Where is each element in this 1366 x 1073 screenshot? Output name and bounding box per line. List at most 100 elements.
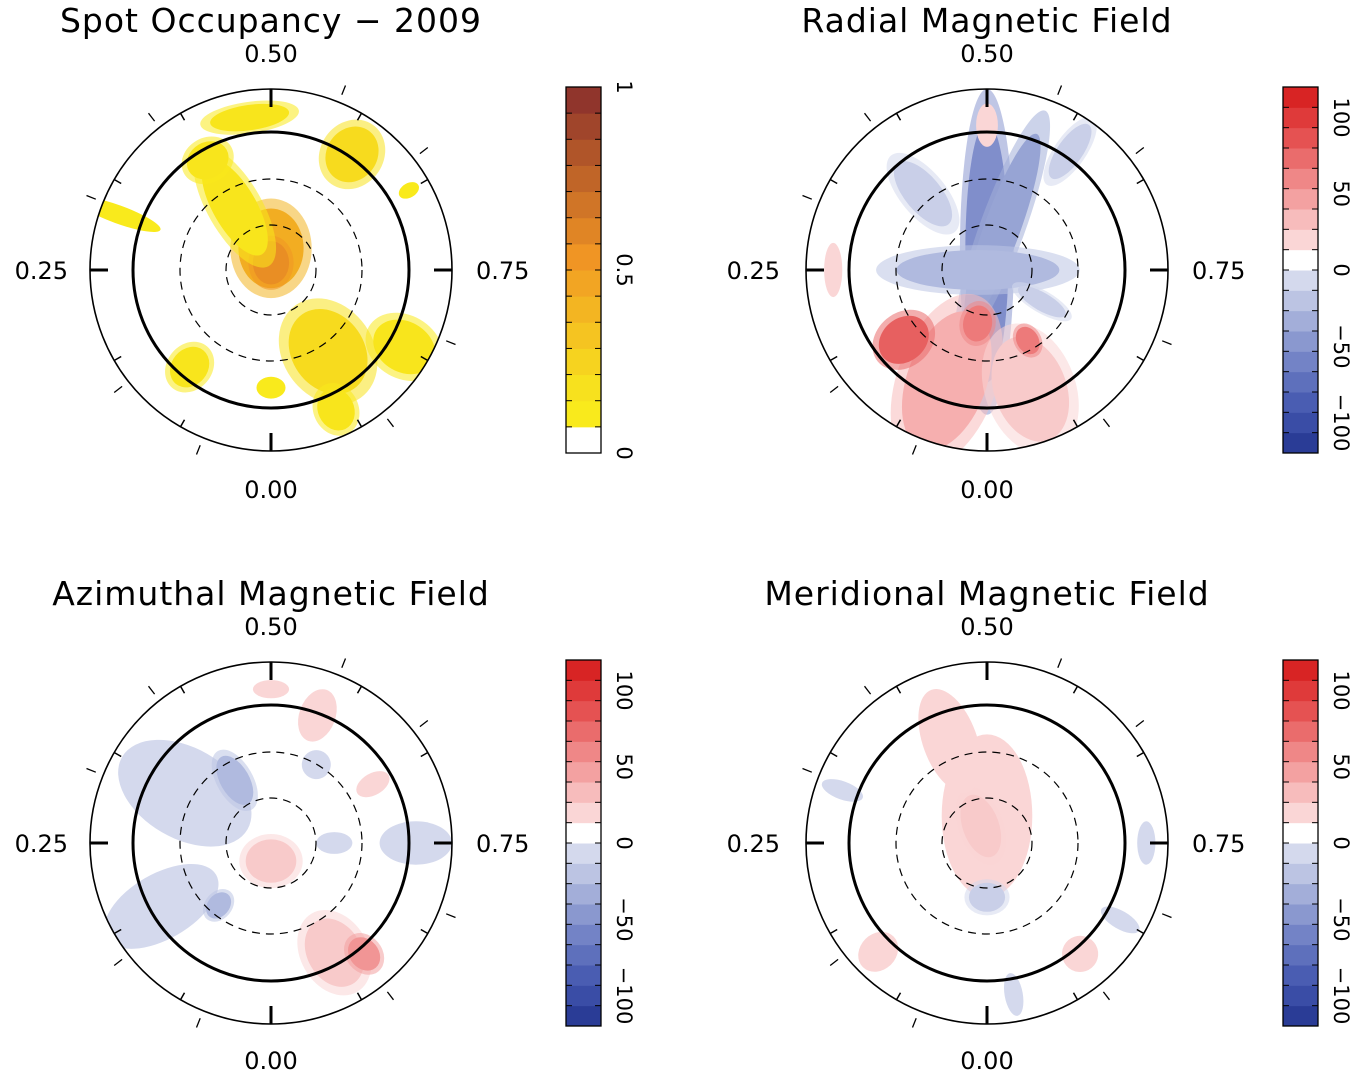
occupancy-blob: [379, 821, 452, 865]
phase-tick-inner: [356, 112, 363, 121]
occupancy-blob: [398, 182, 420, 199]
phase-tick-inner: [420, 355, 429, 362]
colorbar-swatch: [566, 217, 601, 245]
colorbar-swatch: [566, 965, 601, 986]
occupancy-blob-halo: [1043, 116, 1097, 186]
observation-phase-tick: [113, 958, 123, 967]
polar-map: [802, 85, 1172, 455]
phase-tick-inner: [356, 992, 363, 1001]
colorbar-swatch: [1283, 741, 1318, 763]
colorbar-swatch: [1283, 761, 1318, 783]
phase-label-left: 0.25: [15, 830, 68, 858]
phase-label-bottom: 0.00: [244, 1047, 297, 1073]
colorbar-swatch: [566, 985, 601, 1007]
latitude-circle-30: [895, 751, 1079, 935]
observation-phase-tick: [445, 913, 456, 919]
equator-circle: [131, 130, 411, 410]
colorbar-swatch: [1283, 965, 1318, 986]
occupancy-blob: [256, 376, 286, 399]
occupancy-blob-halo: [1012, 323, 1043, 358]
occupancy-blob: [821, 779, 864, 802]
colorbar-swatch: [1283, 1005, 1318, 1027]
colorbar-swatch: [1283, 229, 1318, 251]
occupancy-blob-halo: [181, 136, 234, 185]
colorbar-tick-label: −100: [1329, 967, 1353, 1025]
colorbar: −100 −50 0 50 100: [1282, 659, 1353, 1027]
observation-phase-tick: [1057, 658, 1063, 669]
occupancy-blob-halo: [239, 834, 303, 889]
occupancy-blob-halo: [318, 119, 386, 190]
colorbar-swatch: [566, 270, 601, 297]
colorbar-swatch: [1283, 87, 1318, 108]
colorbar-swatch: [1283, 209, 1318, 230]
observation-phase-tick: [1057, 85, 1063, 96]
colorbar-tick-label: 0: [612, 836, 636, 849]
observation-phase-tick: [419, 146, 429, 155]
panel-meridional-field: Meridional Magnetic Field 0.50 0.25 0.75…: [727, 574, 1353, 1073]
colorbar-swatch: [1283, 270, 1318, 291]
phase-tick-inner: [895, 112, 902, 121]
colorbar-tick-label: −50: [1329, 324, 1353, 368]
colorbar-swatch: [566, 802, 601, 824]
phase-label-top: 0.50: [244, 40, 297, 68]
observation-phase-tick: [147, 685, 156, 695]
phase-tick-inner: [1072, 685, 1079, 694]
phase-tick-inner: [179, 112, 186, 121]
map-content: [90, 100, 443, 436]
occupancy-blob-halo: [202, 889, 235, 922]
colorbar-swatch: [1283, 249, 1318, 271]
polar-map: [86, 85, 456, 455]
observation-phase-tick: [1161, 340, 1172, 346]
colorbar-tick-label: −100: [1329, 394, 1353, 452]
colorbar-tick-label: −50: [612, 897, 636, 941]
colorbar-swatch: [1283, 822, 1318, 844]
colorbar-swatch: [566, 400, 601, 428]
colorbar-swatch: [566, 924, 601, 946]
observation-phase-tick: [802, 767, 813, 773]
phase-tick-inner: [1072, 992, 1079, 1001]
colorbar-swatch: [1283, 680, 1318, 702]
occupancy-blob-halo: [955, 786, 1007, 866]
occupancy-blob-halo: [959, 301, 996, 346]
colorbar: −100 −50 0 50 100: [565, 659, 636, 1027]
phase-tick-inner: [829, 178, 838, 185]
phase-label-bottom: 0.00: [960, 1047, 1013, 1073]
polar-map: [86, 658, 456, 1028]
phase-label-right: 0.75: [476, 257, 529, 285]
colorbar-swatch: [1283, 351, 1318, 373]
colorbar-swatch: [1283, 392, 1318, 413]
observation-phase-tick: [863, 112, 872, 122]
colorbar-tick-label: 100: [1329, 670, 1353, 710]
phase-label-left: 0.25: [727, 830, 780, 858]
occupancy-blob: [858, 931, 899, 972]
map-content: [104, 680, 452, 996]
occupancy-blob-halo: [200, 100, 299, 135]
observation-phase-tick: [386, 418, 395, 428]
colorbar-tick-label: 50: [612, 753, 636, 780]
phase-tick-inner: [420, 178, 429, 185]
colorbar: −100 −50 0 50 100: [1282, 86, 1353, 454]
colorbar-swatch: [566, 741, 601, 763]
occupancy-blob: [298, 689, 337, 742]
panel-azimuthal-field: Azimuthal Magnetic Field 0.50 0.25 0.75 …: [15, 574, 636, 1073]
phase-tick-inner: [829, 751, 838, 758]
colorbar-swatch: [566, 843, 601, 864]
colorbar-swatch: [566, 322, 601, 349]
phase-tick-inner: [829, 928, 838, 935]
occupancy-blob: [316, 832, 353, 854]
colorbar-swatch: [1283, 310, 1318, 332]
phase-label-left: 0.25: [727, 257, 780, 285]
occupancy-blob: [90, 196, 161, 232]
phase-tick-inner: [829, 355, 838, 362]
phase-label-bottom: 0.00: [244, 476, 297, 504]
occupancy-blob: [301, 750, 331, 780]
observation-phase-tick: [1161, 913, 1172, 919]
occupancy-blob: [1137, 821, 1156, 865]
observation-phase-tick: [86, 194, 97, 200]
phase-label-right: 0.75: [1192, 257, 1245, 285]
phase-label-right: 0.75: [1192, 830, 1245, 858]
observation-phase-tick: [911, 1017, 917, 1028]
colorbar-tick-label: 100: [1329, 97, 1353, 137]
colorbar-swatch: [1283, 904, 1318, 925]
